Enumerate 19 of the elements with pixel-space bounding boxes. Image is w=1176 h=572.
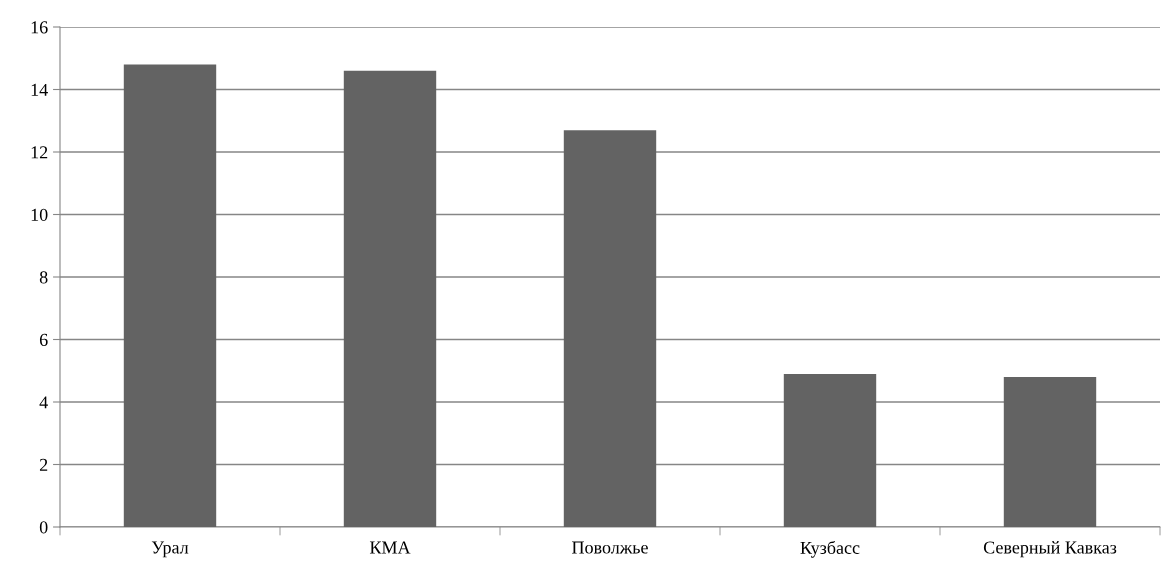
y-tick-label: 2 xyxy=(39,458,48,471)
x-tick-label: Урал xyxy=(151,541,189,558)
y-tick-label: 10 xyxy=(31,208,48,221)
y-tick-label: 6 xyxy=(39,333,48,346)
x-tick-label: КМА xyxy=(369,541,411,554)
x-tick-label: Кузбасс xyxy=(800,540,860,558)
y-tick-label: 0 xyxy=(39,521,48,534)
y-tick-label: 16 xyxy=(31,21,48,34)
y-tick-label: 12 xyxy=(31,146,48,159)
y-tick-label: 4 xyxy=(39,396,48,409)
y-tick-label: 14 xyxy=(31,83,48,96)
x-tick-label: Поволжье xyxy=(572,541,648,554)
bar xyxy=(343,70,437,527)
y-tick-label: 8 xyxy=(39,271,48,284)
bar xyxy=(1003,377,1097,527)
bar xyxy=(563,130,657,527)
bar xyxy=(783,373,877,527)
bar xyxy=(123,64,217,527)
x-tick-label: Северный Кавказ xyxy=(983,541,1117,558)
